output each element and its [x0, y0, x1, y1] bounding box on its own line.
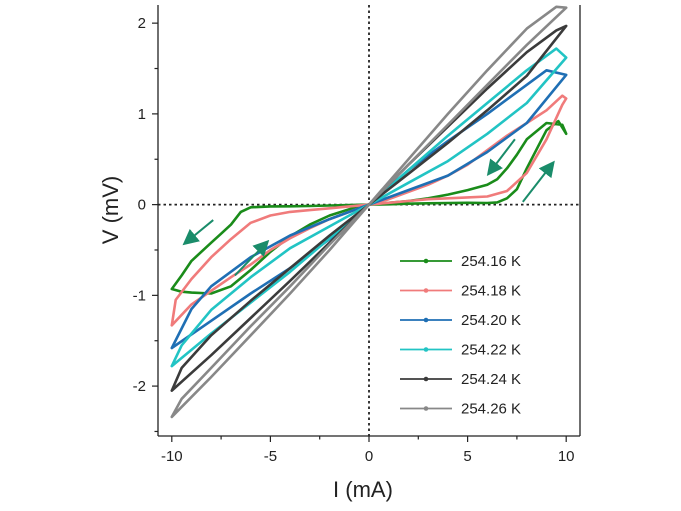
legend-label: 254.20 K: [461, 312, 521, 329]
y-axis-label: V (mV): [98, 176, 123, 244]
legend-swatch-marker: [423, 317, 429, 323]
legend-label: 254.22 K: [461, 342, 521, 359]
legend-swatch-marker: [423, 288, 429, 293]
x-tick-label: -10: [161, 448, 183, 465]
x-tick-label: 0: [365, 448, 373, 465]
legend-swatch-marker: [423, 376, 429, 382]
legend-label: 254.18 K: [461, 283, 521, 300]
legend-swatch-marker: [423, 258, 429, 264]
series-layer: [170, 5, 568, 419]
direction-arrow: [234, 239, 270, 277]
y-tick-label: 0: [138, 197, 146, 214]
legend-label: 254.26 K: [461, 401, 521, 418]
direction-arrows: [182, 138, 555, 277]
series-line: [170, 119, 568, 295]
direction-arrow: [182, 219, 214, 246]
y-tick-label: 1: [138, 106, 146, 123]
x-axis-label: I (mA): [333, 477, 393, 502]
series-line: [170, 47, 568, 368]
direction-arrow: [486, 138, 516, 177]
y-tick-label: -2: [133, 378, 146, 395]
x-tick-label: -5: [264, 448, 277, 465]
legend-swatch-marker: [423, 347, 429, 352]
x-tick-label: 10: [558, 448, 575, 465]
legend-swatch-marker: [423, 406, 429, 411]
series-line: [170, 24, 568, 392]
direction-arrow: [522, 160, 555, 203]
y-tick-label: 2: [138, 15, 146, 32]
series-line: [170, 5, 568, 419]
legend-label: 254.16 K: [461, 253, 521, 270]
y-tick-label: -1: [133, 287, 146, 304]
legend: 254.16 K 254.18 K 254.20 K 254.22 K 254.24 K…: [400, 253, 521, 418]
legend-label: 254.24 K: [461, 371, 521, 388]
x-tick-label: 5: [463, 448, 471, 465]
